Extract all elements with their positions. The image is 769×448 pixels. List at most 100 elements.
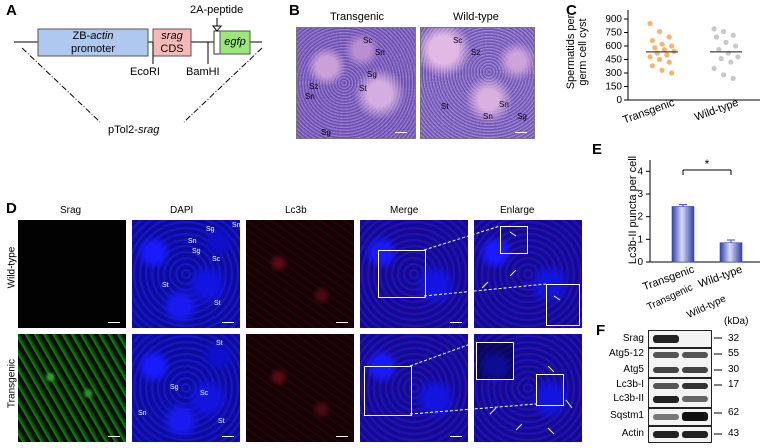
he-image-wildtype: Sc Sz St Sn Sn Sg: [420, 27, 535, 139]
data-point: [666, 34, 672, 40]
d-col-srag: Srag: [60, 205, 82, 216]
ecori-label: EcoRI: [130, 66, 160, 78]
band: [653, 335, 679, 343]
cell-label: Sg: [206, 226, 215, 233]
fluor-merge-transgenic: [360, 334, 468, 442]
data-point: [657, 56, 663, 63]
y-tick-label: 1: [637, 234, 643, 245]
data-point: [661, 47, 667, 53]
data-point: [716, 47, 722, 53]
cell-label: Sg: [192, 248, 201, 255]
data-point: [647, 54, 653, 60]
data-point: [730, 32, 736, 38]
bar: [671, 206, 695, 263]
data-point: [713, 34, 719, 40]
he-label: Sc: [363, 36, 373, 45]
significance-star: *: [705, 157, 710, 171]
data-point: [649, 38, 655, 44]
cell-label: St: [216, 340, 223, 347]
y-tick-label: 0: [637, 257, 643, 268]
wb-label-atg5-12: Atg5-12: [608, 348, 644, 359]
f-unit: (kDa): [724, 316, 749, 327]
data-point: [728, 59, 734, 65]
x-category-label: Wild-type: [697, 264, 744, 291]
kda-ticks: [714, 337, 722, 435]
scale-bar: [108, 436, 120, 437]
blot-srag: [648, 330, 712, 348]
band: [653, 431, 679, 438]
srag-box: [152, 28, 192, 57]
band: [682, 396, 708, 402]
y-tick-label: 0: [616, 95, 622, 106]
d-col-enlarge: Enlarge: [500, 205, 535, 216]
data-point: [735, 54, 741, 60]
cell-label: Sc: [200, 390, 209, 397]
y-tick-label: 4: [637, 166, 643, 177]
blot-actin: [648, 426, 712, 443]
data-point: [659, 67, 665, 73]
data-point: [657, 29, 663, 35]
dash-right: [183, 47, 263, 123]
cell-label: St: [162, 282, 169, 289]
data-point: [730, 75, 736, 81]
data-point: [659, 41, 665, 47]
cell-label: Sn: [232, 222, 240, 229]
y-tick-label: 750: [605, 28, 622, 39]
he-label: Sn: [305, 92, 315, 101]
promoter-label: ZB-actin promoter: [70, 30, 116, 55]
band: [653, 383, 679, 389]
data-point: [723, 39, 729, 46]
data-point: [721, 29, 727, 35]
scale-bar: [450, 436, 462, 437]
d-col-dapi: DAPI: [170, 205, 194, 216]
band: [682, 431, 708, 438]
kda-43: 43: [728, 428, 740, 439]
cell-label: Sg: [170, 384, 179, 391]
scale-bar: [450, 322, 462, 323]
kda-55: 55: [728, 348, 740, 359]
scale-bar: [222, 322, 234, 323]
panel-label-b: B: [289, 2, 300, 19]
y-tick-label: 900: [605, 14, 622, 25]
he-label: Sz: [309, 82, 319, 91]
dash-left: [21, 47, 101, 123]
cell-label: Sc: [212, 256, 221, 263]
he-label: Sz: [471, 48, 481, 57]
wb-label-lc3b-ii: Lc3b-II: [613, 393, 644, 404]
band: [682, 412, 708, 421]
blot-lc3b: [648, 378, 712, 408]
fluor-srag-wildtype: [18, 220, 126, 328]
inset-box: [476, 342, 514, 380]
data-point: [652, 45, 658, 51]
wb-label-atg5: Atg5: [623, 364, 644, 375]
srag-cds-label: srag CDS: [160, 30, 184, 55]
blot-atg5: [648, 348, 712, 378]
he-label: St: [359, 84, 367, 93]
fluor-enlarge-transgenic: [474, 334, 582, 442]
band: [653, 352, 679, 358]
he-label: Sn: [483, 112, 493, 121]
bamhi-label: BamHI: [186, 66, 220, 78]
peptide-label: 2A-peptide: [190, 4, 244, 16]
fluor-srag-transgenic: [18, 334, 126, 442]
band: [682, 367, 708, 373]
panel-label-c: C: [566, 2, 577, 19]
data-point: [664, 52, 670, 58]
y-tick-label: 600: [605, 41, 622, 52]
cell-label: Sn: [138, 410, 147, 417]
vector-label: pTol2-srag: [108, 124, 160, 136]
he-label: Sg: [321, 128, 331, 137]
b-title-transgenic: Transgenic: [330, 11, 385, 23]
band: [682, 383, 708, 389]
y-tick-label: 450: [605, 55, 622, 66]
band: [653, 367, 679, 373]
fluor-dapi-wildtype: Sg Sn Sn Sg Sc St St: [132, 220, 240, 328]
data-point: [649, 63, 655, 69]
arrow-head: [211, 25, 223, 32]
band: [682, 352, 708, 358]
data-point: [647, 20, 653, 27]
cell-label: St: [218, 418, 225, 425]
d-col-lc3b: Lc3b: [285, 205, 307, 216]
kda-62: 62: [728, 407, 740, 418]
